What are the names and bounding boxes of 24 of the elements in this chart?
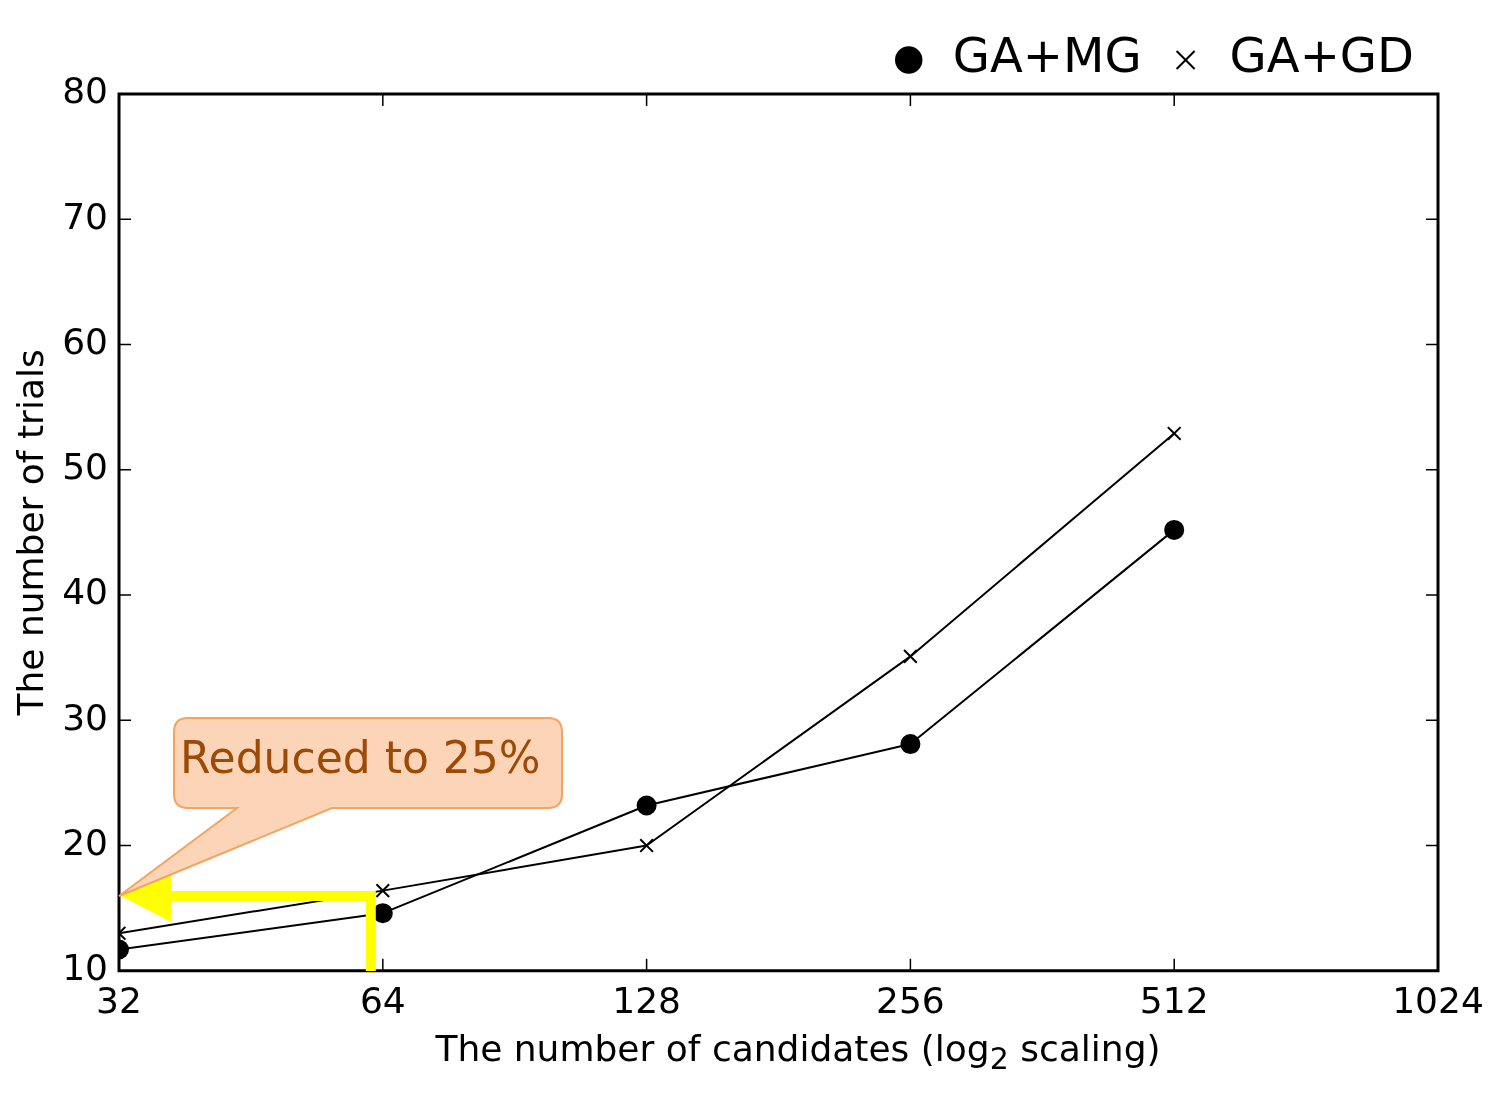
point bbox=[900, 734, 921, 755]
x-tick-label: 512 bbox=[1139, 979, 1209, 1021]
point bbox=[639, 838, 654, 853]
y-tick-label: 70 bbox=[62, 195, 109, 237]
point bbox=[375, 883, 391, 898]
y-tick-label: 30 bbox=[62, 696, 109, 738]
point bbox=[636, 795, 657, 816]
point bbox=[1164, 519, 1185, 540]
legend-label: GA+MG bbox=[952, 27, 1142, 84]
y-tick-label: 50 bbox=[62, 446, 109, 488]
x-tick-label: 1024 bbox=[1392, 979, 1484, 1021]
y-tick-label: 20 bbox=[62, 821, 109, 863]
y-tick-label: 80 bbox=[62, 70, 109, 112]
point bbox=[903, 649, 918, 664]
x-tick-label: 256 bbox=[876, 979, 945, 1021]
y-tick-label: 40 bbox=[62, 571, 109, 613]
annotation: Reduced to 25% bbox=[180, 731, 541, 783]
x-axis-title: The number of candidates (log$_{2}$ scaling) bbox=[434, 1028, 1162, 1077]
legend-label: GA+GD bbox=[1229, 27, 1414, 84]
y-tick-label: 60 bbox=[62, 320, 109, 362]
y-axis-title: The number of trials bbox=[9, 349, 51, 717]
point bbox=[1166, 426, 1182, 441]
x-tick-label: 64 bbox=[359, 979, 406, 1021]
x-tick-label: 128 bbox=[612, 979, 681, 1021]
